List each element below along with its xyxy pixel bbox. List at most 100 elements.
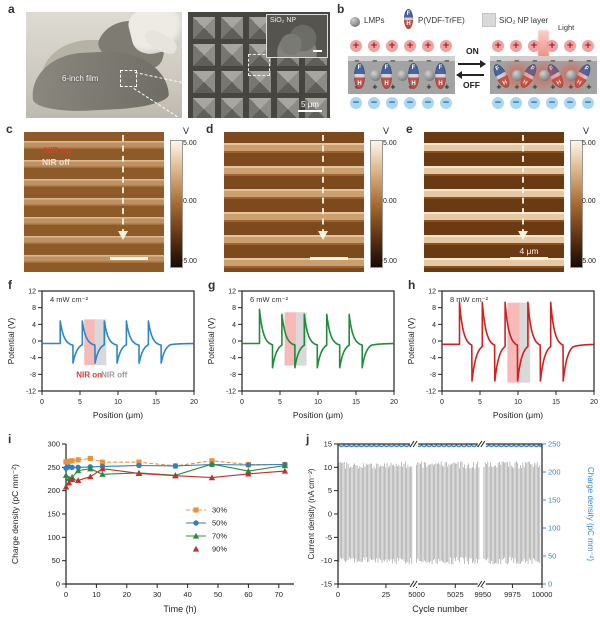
svg-text:10: 10 (92, 590, 100, 599)
colorbar-mid: 0.00 (183, 198, 197, 205)
svg-text:30%: 30% (212, 506, 227, 515)
colorbar-d (370, 140, 383, 268)
svg-text:8 mW cm⁻²: 8 mW cm⁻² (450, 295, 489, 304)
svg-text:5: 5 (278, 399, 282, 406)
svg-text:20: 20 (190, 399, 198, 406)
induced-negative-sign: − (408, 57, 414, 65)
svg-text:Potential (V): Potential (V) (206, 317, 216, 364)
svg-text:200: 200 (47, 486, 60, 495)
positive-charge-icon: + (404, 40, 416, 52)
positive-charge-icon: + (564, 40, 576, 52)
svg-text:12: 12 (28, 289, 36, 296)
induced-positive-sign: + (426, 83, 432, 91)
svg-text:Time (h): Time (h) (163, 604, 196, 614)
panel-label-e: e (406, 122, 413, 136)
scalebar-label: 4 μm (519, 246, 539, 256)
svg-text:100: 100 (548, 524, 561, 533)
sio2-legend-label: SiO₂ NP layer (499, 16, 549, 25)
pyramid-cell (193, 71, 215, 93)
colorbar-mid: 0.00 (383, 198, 397, 205)
chart-svg-f: -12 -8 -4 0 4 8 12 0 5 10 15 20 4 mW cm⁻² Position (μ… (6, 289, 198, 421)
negative-charge-icon: − (440, 97, 452, 109)
svg-text:-12: -12 (26, 389, 36, 396)
pyramid-cell (193, 17, 215, 39)
colorbar-mid: 0.00 (582, 198, 596, 205)
svg-text:200: 200 (548, 468, 561, 477)
panel-label-i: i (8, 432, 12, 446)
colorbar-unit: V (383, 126, 390, 136)
pyramid-cell (249, 44, 271, 66)
positive-charge-icon: + (492, 40, 504, 52)
off-arrow (456, 71, 484, 79)
induced-negative-sign: − (354, 57, 360, 65)
svg-text:5: 5 (328, 486, 332, 495)
sio2-legend-icon (482, 13, 496, 27)
svg-text:50: 50 (52, 556, 60, 565)
svg-text:-5: -5 (325, 533, 332, 542)
svg-text:100: 100 (47, 533, 60, 542)
svg-text:Potential (V): Potential (V) (6, 317, 16, 364)
colorbar-min: -5.00 (381, 258, 397, 265)
pyramid-cell (221, 98, 243, 118)
svg-text:70%: 70% (212, 532, 227, 541)
svg-text:12: 12 (228, 289, 236, 296)
lmp-particle-icon (566, 70, 577, 81)
svg-text:0: 0 (440, 399, 444, 406)
svg-text:0: 0 (32, 339, 36, 346)
positive-charge-icon: + (440, 40, 452, 52)
on-arrow (458, 60, 486, 68)
svg-text:5: 5 (478, 399, 482, 406)
induced-negative-sign: − (372, 57, 378, 65)
svg-text:-12: -12 (226, 389, 236, 396)
induced-positive-sign: + (444, 83, 450, 91)
sem-scalebar: 5 μm (298, 100, 322, 112)
svg-text:10: 10 (114, 399, 122, 406)
pyramid-cell (249, 71, 271, 93)
colorbar-e (570, 140, 583, 268)
colorbar-max: 5.00 (582, 140, 596, 147)
film-label: 6-inch film (62, 74, 99, 83)
negative-charge-icon: − (404, 97, 416, 109)
svg-text:15: 15 (152, 399, 160, 406)
negative-charge-icon: − (350, 97, 362, 109)
positive-charge-icon: + (546, 40, 558, 52)
svg-text:300: 300 (47, 440, 60, 449)
positive-charge-icon: + (386, 40, 398, 52)
svg-text:50: 50 (548, 552, 556, 561)
lmp-particle-icon (424, 70, 435, 81)
lmp-legend-label: LMPs (364, 16, 385, 25)
induced-negative-sign: − (426, 57, 432, 65)
svg-text:15: 15 (324, 440, 332, 449)
induced-negative-sign: − (586, 57, 592, 65)
svg-text:0: 0 (40, 399, 44, 406)
negative-charge-icon: − (510, 97, 522, 109)
svg-text:0: 0 (432, 339, 436, 346)
pyramid-cell (249, 17, 271, 39)
negative-charge-icon: − (582, 97, 594, 109)
chart-svg-h: -12 -8 -4 0 4 8 12 0 5 10 15 20 8 mW cm⁻² Position (μ… (406, 289, 598, 421)
pyramid-cell (221, 17, 243, 39)
film-photo: 6-inch film (26, 12, 182, 118)
svg-text:-8: -8 (30, 372, 36, 379)
induced-positive-sign: + (568, 83, 574, 91)
potential-profile-chart-g: -12 -8 -4 0 4 8 12 0 5 10 15 20 6 mW cm⁻² Position (μ… (204, 281, 400, 436)
svg-text:-4: -4 (430, 355, 436, 362)
induced-negative-sign: − (532, 57, 538, 65)
positive-charge-icon: + (582, 40, 594, 52)
induced-negative-sign: − (514, 57, 520, 65)
positive-charge-icon: + (368, 40, 380, 52)
potential-profile-chart-f: -12 -8 -4 0 4 8 12 0 5 10 15 20 4 mW cm⁻² Position (μ… (4, 281, 200, 436)
svg-text:10: 10 (514, 399, 522, 406)
chart-svg-i: 0 50 100 150 200 250 300 0 10 20 30 40 50 60 70 30% 50% 7… (10, 440, 294, 614)
induced-negative-sign: − (496, 57, 502, 65)
svg-text:12: 12 (428, 289, 436, 296)
svg-text:0: 0 (548, 580, 552, 589)
chart-svg-g: -12 -8 -4 0 4 8 12 0 5 10 15 20 6 mW cm⁻² Position (μ… (206, 289, 398, 421)
colorbar-unit: V (183, 126, 190, 136)
